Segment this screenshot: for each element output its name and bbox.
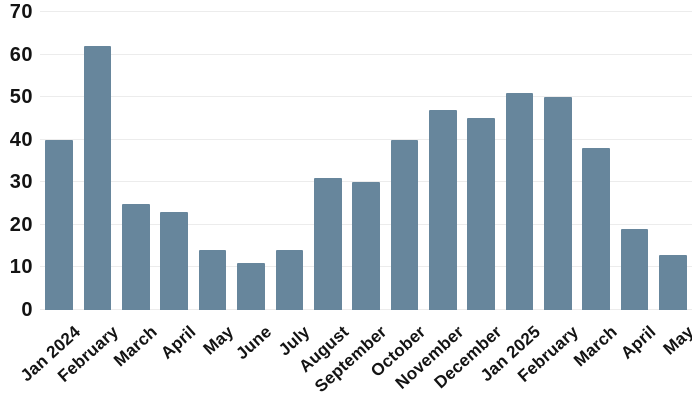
bar-may-16 <box>659 254 687 310</box>
bar-december-11 <box>467 118 495 310</box>
bar-march-14 <box>582 148 611 310</box>
x-tick-label: March <box>570 322 621 371</box>
y-tick-label: 40 <box>9 128 33 151</box>
x-tick-label: April <box>156 322 199 363</box>
y-tick-label: 70 <box>9 1 33 23</box>
bar-november-10 <box>428 109 457 310</box>
bar-may-4 <box>198 250 227 310</box>
bar-slot <box>232 12 270 310</box>
bar-october-9 <box>390 139 419 310</box>
gridline <box>40 96 692 98</box>
x-axis: Jan 2024 February March April May June July Aug… <box>17 311 692 417</box>
bar-slot <box>117 12 155 310</box>
gridline <box>40 53 692 55</box>
bar-slot <box>539 12 577 310</box>
x-tick-label: April <box>616 322 660 363</box>
gridline <box>40 181 692 183</box>
bar-slot <box>193 12 231 310</box>
bar-slot <box>155 12 193 310</box>
bar-september-8 <box>352 182 380 310</box>
bar-jan-2025-12 <box>505 92 534 310</box>
y-tick-label: 60 <box>9 43 33 66</box>
x-tick-label: May <box>659 322 692 359</box>
bar-august-7 <box>313 178 342 310</box>
bar-slot <box>78 12 116 310</box>
bar-slot <box>40 12 78 310</box>
bar-slot <box>654 12 692 310</box>
bar-june-5 <box>237 263 265 310</box>
y-tick-label: 30 <box>9 171 33 194</box>
bars-container <box>40 12 692 310</box>
x-tick-label: June <box>232 322 276 364</box>
y-tick-label: 10 <box>9 256 33 279</box>
x-tick-label: May <box>199 322 238 359</box>
bar-slot <box>500 12 538 310</box>
bar-slot <box>615 12 653 310</box>
bar-april-3 <box>160 212 189 310</box>
bar-february-13 <box>544 97 572 310</box>
bar-slot <box>424 12 462 310</box>
bar-jan-2024-0 <box>45 139 73 310</box>
bar-slot <box>577 12 615 310</box>
y-tick-label: 20 <box>9 213 33 236</box>
x-tick-label: March <box>109 322 161 371</box>
plot-area <box>40 11 692 310</box>
bar-slot <box>270 12 308 310</box>
bar-slot <box>462 12 500 310</box>
bar-july-6 <box>275 250 304 310</box>
bar-slot <box>347 12 385 310</box>
bar-february-1 <box>83 46 112 310</box>
y-axis: 0 10 20 30 40 50 60 70 <box>0 1 33 321</box>
gridline <box>40 138 692 140</box>
bar-april-15 <box>620 229 649 310</box>
y-tick-label: 0 <box>21 299 33 321</box>
y-tick-label: 50 <box>9 86 33 109</box>
bar-march-2 <box>122 203 150 310</box>
bar-slot <box>309 12 347 310</box>
gridline <box>40 11 692 12</box>
bar-slot <box>385 12 423 310</box>
